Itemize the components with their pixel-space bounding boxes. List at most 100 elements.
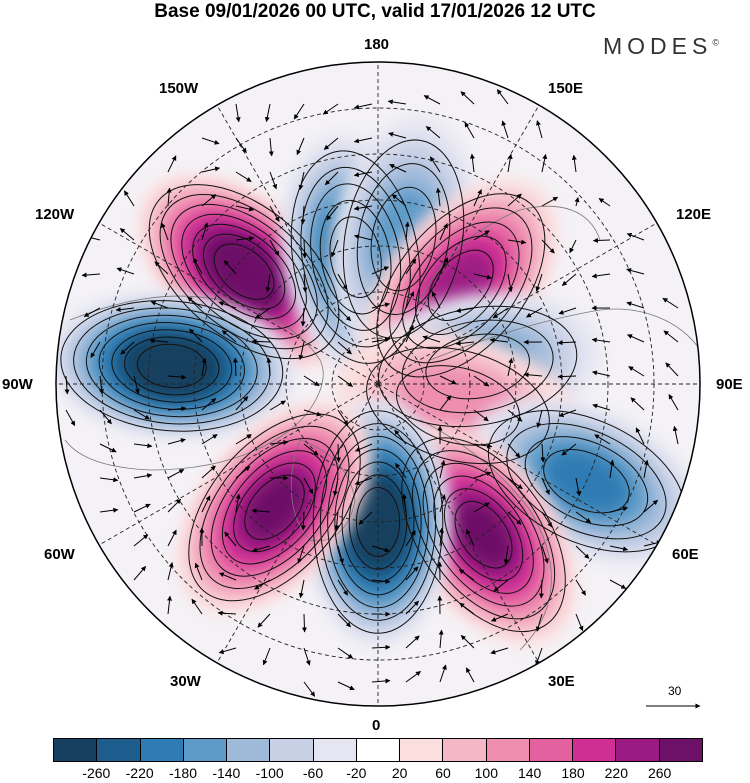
lon-label-120w: 120W (35, 206, 75, 223)
brand-mark: © (712, 37, 719, 48)
wind-vector (575, 477, 581, 497)
colorbar-swatch (400, 739, 444, 761)
wind-vector (167, 529, 177, 547)
wind-vector (507, 477, 523, 490)
contour-line (136, 343, 207, 389)
colorbar-swatch (573, 739, 617, 761)
wind-vector (594, 434, 611, 445)
wind-vector (371, 578, 391, 584)
colorbar-swatch (270, 739, 314, 761)
colorbar-tick-label: 140 (517, 765, 542, 781)
wind-vector (332, 477, 339, 497)
wind-vector (662, 297, 679, 309)
colorbar-tick-label: 100 (474, 765, 499, 781)
wind-vector (459, 602, 475, 615)
colorbar-swatch (659, 739, 702, 761)
wind-vector (493, 579, 509, 592)
wind-vector (405, 600, 419, 615)
wind-vector (501, 120, 509, 139)
wind-vector (167, 469, 185, 479)
wind-vector (303, 681, 316, 697)
wind-vector (254, 579, 271, 590)
wind-vector (337, 307, 352, 322)
wind-vector (458, 569, 475, 581)
contour-line (192, 223, 297, 320)
colorbar-tick-label: -140 (212, 765, 241, 781)
lon-label-150w: 150W (159, 80, 199, 97)
wind-vector (473, 409, 489, 422)
graticule-layer (56, 62, 700, 706)
wind-vector (264, 103, 271, 123)
lon-label-90w: 90W (2, 376, 33, 393)
brand-logo: MODES© (603, 33, 719, 60)
meridian-line (98, 222, 379, 385)
wind-vector (592, 403, 611, 411)
colorbar (53, 738, 703, 762)
latitude-circle (239, 245, 517, 523)
wind-vector (303, 375, 320, 387)
wind-vector (473, 230, 490, 241)
wind-vector (473, 471, 492, 479)
wind-vector (668, 394, 679, 411)
wind-vector (269, 171, 278, 190)
wind-vector (354, 234, 373, 241)
wind-vector (665, 362, 679, 377)
wind-vector (167, 498, 182, 513)
wind-vector (120, 341, 135, 355)
meridian-line (377, 383, 658, 546)
wind-vector (630, 397, 645, 411)
lon-label-180: 180 (364, 36, 390, 53)
wind-vector (266, 357, 272, 377)
wind-vector (353, 171, 373, 178)
wind-vector (133, 534, 149, 547)
wind-vector (187, 296, 203, 309)
wind-vector (221, 330, 237, 343)
wind-vector (371, 644, 391, 650)
wind-vector (337, 579, 349, 596)
colorbar-swatch (313, 739, 357, 761)
wind-vector (526, 307, 543, 318)
wind-vector (507, 193, 522, 207)
wind-vector (425, 126, 441, 139)
wind-vector (635, 427, 645, 445)
wind-vector (592, 237, 611, 243)
wind-vector (389, 164, 407, 173)
meridian-line (377, 383, 540, 664)
wind-vector (115, 307, 135, 313)
wind-vector (405, 325, 414, 343)
wind-vector (99, 443, 117, 453)
wind-vector (609, 545, 629, 552)
wind-vector (235, 171, 252, 182)
wind-vector (507, 409, 523, 422)
wind-vector (507, 511, 522, 525)
wind-vector (323, 137, 339, 150)
wind-vector (149, 338, 169, 344)
wind-vector (535, 273, 543, 292)
wind-vector (473, 273, 493, 280)
wind-vector (262, 647, 271, 666)
wind-vector (371, 302, 390, 309)
colorbar-tick-label: 180 (561, 765, 585, 781)
wind-vector (64, 375, 70, 395)
wind-vector (561, 443, 577, 456)
wind-vector (405, 635, 420, 649)
coastline-east-asia (419, 205, 601, 301)
wind-vector (353, 103, 373, 110)
wind-vector (535, 613, 543, 632)
wind-vector (490, 613, 509, 622)
contour-line (148, 184, 340, 360)
wind-vector (335, 443, 341, 463)
wind-vector (293, 103, 305, 120)
wind-vector (201, 194, 217, 207)
wind-vector (269, 439, 289, 445)
wind-vector (438, 629, 444, 649)
wind-vector (626, 301, 645, 309)
wind-vector (326, 205, 339, 221)
colorbar-tick-label: 60 (435, 765, 451, 781)
colorbar-swatch (227, 739, 271, 761)
wind-vector (439, 375, 457, 385)
wind-vector (353, 137, 373, 144)
wind-vector (251, 338, 271, 344)
colorbar-swatch (616, 739, 660, 761)
